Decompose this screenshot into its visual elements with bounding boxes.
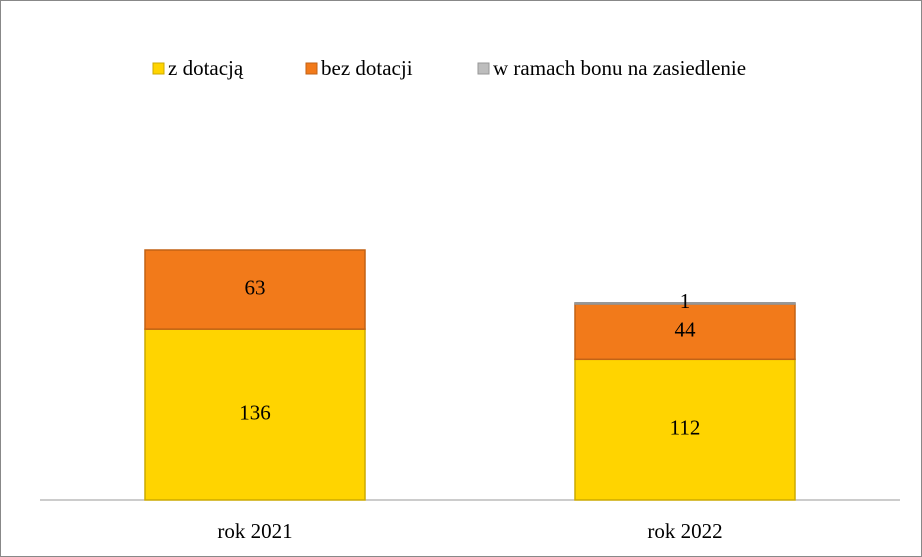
data-label: 136 [239,400,271,424]
legend-swatch [305,62,318,75]
legend-label: z dotacją [168,56,244,80]
bar-segment [144,328,366,501]
data-label: 1 [680,289,691,313]
bar-segment [574,303,796,361]
data-label: 63 [245,275,266,299]
legend-label: bez dotacji [321,56,413,80]
bar-segment [574,358,796,501]
x-tick-label: rok 2021 [217,519,292,543]
legend-swatch [477,62,490,75]
bar-segment [574,302,796,305]
x-tick-label: rok 2022 [647,519,722,543]
legend-label: w ramach bonu na zasiedlenie [493,56,746,80]
legend-swatch [152,62,165,75]
bar-segment [144,249,366,330]
data-label: 112 [670,415,701,439]
data-label: 44 [675,317,697,341]
